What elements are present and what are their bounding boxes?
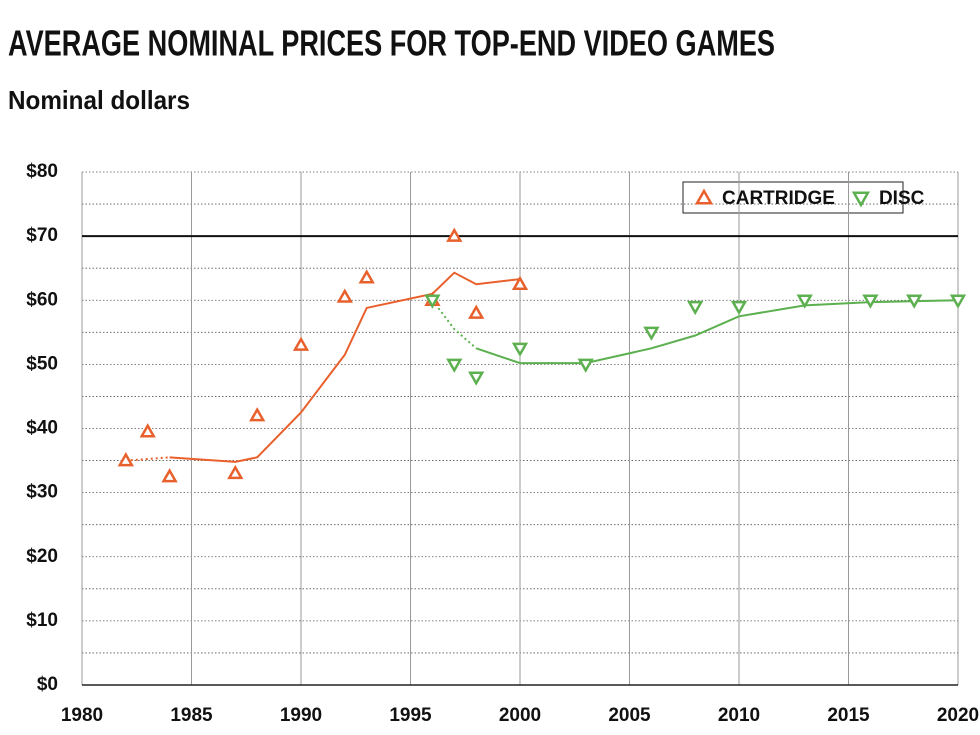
x-tick-label: 1995 xyxy=(389,705,432,726)
marker xyxy=(139,423,156,438)
marker xyxy=(336,288,353,303)
marker xyxy=(862,294,879,309)
x-tick-label: 1990 xyxy=(280,705,322,726)
y-tick-label: $10 xyxy=(26,610,58,631)
legend-label: DISC xyxy=(879,188,925,209)
marker xyxy=(511,275,529,290)
marker xyxy=(292,336,310,351)
marker xyxy=(358,269,375,284)
marker xyxy=(511,342,529,357)
marker xyxy=(468,304,485,319)
marker xyxy=(227,464,244,480)
trend-line xyxy=(475,299,959,365)
marker xyxy=(117,452,134,467)
y-tick-label: $20 xyxy=(26,546,58,567)
x-tick-label: 2000 xyxy=(499,705,541,726)
marker xyxy=(249,407,266,422)
marker xyxy=(796,294,813,309)
x-tick-label: 1985 xyxy=(170,705,213,726)
legend-marker xyxy=(694,188,714,205)
x-tick-label: 2010 xyxy=(718,705,760,726)
marker xyxy=(687,300,704,316)
x-tick-label: 2005 xyxy=(608,705,651,726)
marker xyxy=(446,358,463,373)
y-tick-label: $70 xyxy=(26,225,58,246)
y-tick-label: $0 xyxy=(37,674,58,695)
marker xyxy=(906,294,923,309)
chart-subtitle: Nominal dollars xyxy=(8,85,190,115)
marker xyxy=(161,468,178,483)
trend-line xyxy=(169,271,521,463)
legend-label: CARTRIDGE xyxy=(722,188,835,209)
x-tick-label: 1980 xyxy=(61,705,103,726)
marker xyxy=(577,358,594,373)
y-tick-label: $40 xyxy=(26,418,58,439)
chart-title: AVERAGE NOMINAL PRICES FOR TOP-END VIDEO… xyxy=(8,23,775,64)
marker xyxy=(424,294,441,309)
marker xyxy=(446,227,463,242)
y-tick-label: $30 xyxy=(26,482,58,503)
y-tick-label: $50 xyxy=(26,353,58,374)
y-tick-label: $80 xyxy=(26,161,58,182)
trend-line xyxy=(125,456,170,462)
x-tick-label: 2015 xyxy=(827,705,870,726)
x-tick-label: 2020 xyxy=(937,705,979,726)
marker xyxy=(468,371,485,386)
marker xyxy=(643,326,660,341)
legend-marker xyxy=(851,191,871,208)
marker xyxy=(730,300,748,316)
marker xyxy=(949,294,967,309)
trend-line xyxy=(431,299,477,350)
y-tick-label: $60 xyxy=(26,289,58,310)
